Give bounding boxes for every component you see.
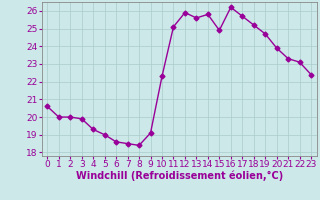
X-axis label: Windchill (Refroidissement éolien,°C): Windchill (Refroidissement éolien,°C) xyxy=(76,171,283,181)
